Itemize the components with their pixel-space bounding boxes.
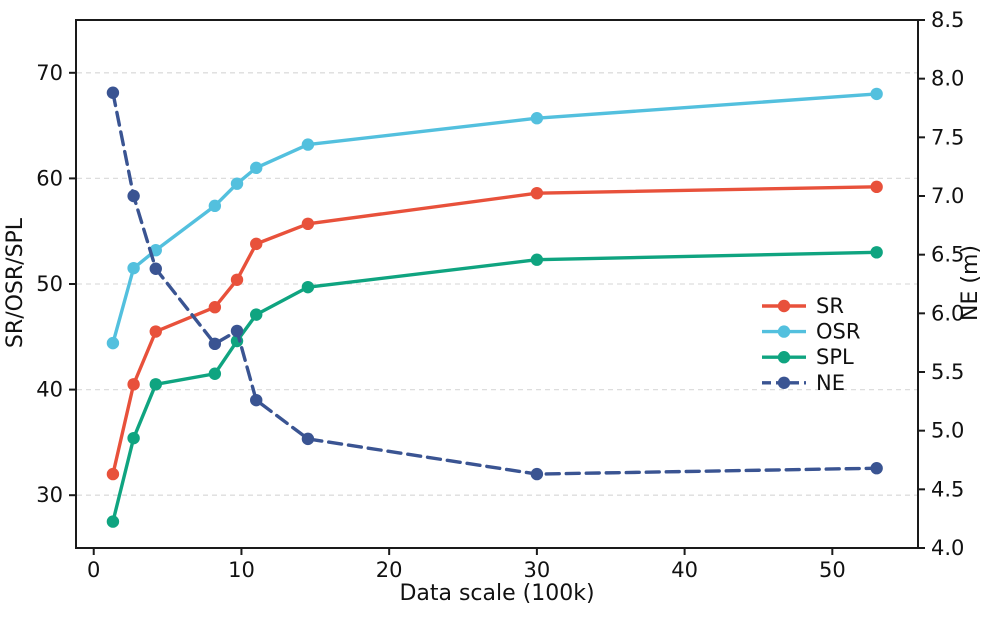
series-spl-point bbox=[149, 378, 162, 391]
left-y-tick-label: 60 bbox=[36, 166, 63, 190]
series-sr-point bbox=[230, 273, 244, 286]
series-osr-point bbox=[208, 199, 222, 213]
right-y-tick-label: 5.0 bbox=[931, 419, 964, 443]
series-sr-point bbox=[250, 237, 263, 251]
series-ne-point bbox=[530, 467, 544, 481]
x-tick-label: 30 bbox=[524, 558, 551, 582]
series-osr-point bbox=[250, 161, 263, 175]
left-y-tick-label: 50 bbox=[36, 272, 63, 296]
series-osr-point bbox=[127, 261, 140, 275]
left-y-axis-label: SR/OSR/SPL bbox=[3, 217, 28, 348]
series-ne-point bbox=[301, 432, 315, 446]
legend-label-spl: SPL bbox=[816, 345, 854, 369]
x-tick-label: 10 bbox=[228, 558, 255, 582]
series-ne-point bbox=[230, 324, 244, 338]
right-y-tick-label: 4.0 bbox=[931, 536, 964, 560]
series-ne-point bbox=[106, 86, 120, 99]
series-osr-point bbox=[530, 112, 544, 125]
series-sr-point bbox=[149, 325, 162, 338]
legend-label-sr: SR bbox=[816, 294, 844, 318]
left-y-tick-label: 70 bbox=[36, 61, 63, 85]
series-sr-point bbox=[301, 217, 315, 231]
series-sr-point bbox=[530, 186, 544, 200]
series-osr-point bbox=[230, 177, 244, 190]
series-spl-point bbox=[870, 246, 883, 259]
series-osr-point bbox=[106, 336, 120, 350]
legend-marker-osr bbox=[777, 325, 791, 338]
legend-label-osr: OSR bbox=[816, 320, 860, 344]
series-ne-point bbox=[127, 189, 140, 203]
series-spl-point bbox=[301, 280, 315, 294]
series-spl-point bbox=[127, 431, 140, 445]
right-y-axis-label: NE (m) bbox=[958, 245, 983, 321]
right-y-tick-label: 5.5 bbox=[931, 360, 964, 384]
legend-marker-sr bbox=[777, 299, 791, 313]
series-spl-point bbox=[208, 367, 222, 380]
series-sr-point bbox=[106, 467, 120, 481]
x-tick-label: 40 bbox=[671, 558, 698, 582]
left-y-tick-label: 30 bbox=[36, 483, 63, 507]
series-sr-point bbox=[208, 301, 222, 314]
series-ne-point bbox=[149, 262, 162, 275]
right-y-tick-label: 8.0 bbox=[931, 67, 964, 91]
left-y-tick-label: 40 bbox=[36, 378, 63, 402]
series-spl-point bbox=[250, 308, 263, 321]
series-osr-point bbox=[301, 138, 315, 151]
right-y-tick-label: 4.5 bbox=[931, 477, 964, 501]
x-tick-label: 50 bbox=[819, 558, 846, 582]
x-axis-label: Data scale (100k) bbox=[399, 581, 594, 606]
series-ne-point bbox=[250, 393, 263, 407]
series-ne-point bbox=[870, 462, 883, 475]
x-tick-label: 0 bbox=[87, 558, 100, 582]
series-spl-point bbox=[106, 515, 120, 528]
series-osr-point bbox=[870, 87, 883, 101]
right-y-tick-label: 8.5 bbox=[931, 8, 964, 32]
series-ne-point bbox=[208, 337, 222, 351]
series-sr-point bbox=[127, 378, 140, 391]
right-y-tick-label: 6.0 bbox=[931, 301, 964, 325]
right-y-tick-label: 7.0 bbox=[931, 184, 964, 208]
right-y-tick-label: 7.5 bbox=[931, 125, 964, 149]
legend-marker-ne bbox=[777, 376, 791, 389]
right-y-tick-label: 6.5 bbox=[931, 243, 964, 267]
legend-label-ne: NE bbox=[816, 371, 845, 395]
x-tick-label: 20 bbox=[376, 558, 403, 582]
series-spl-point bbox=[530, 253, 544, 266]
series-sr-point bbox=[870, 180, 883, 194]
legend-marker-spl bbox=[777, 351, 791, 364]
